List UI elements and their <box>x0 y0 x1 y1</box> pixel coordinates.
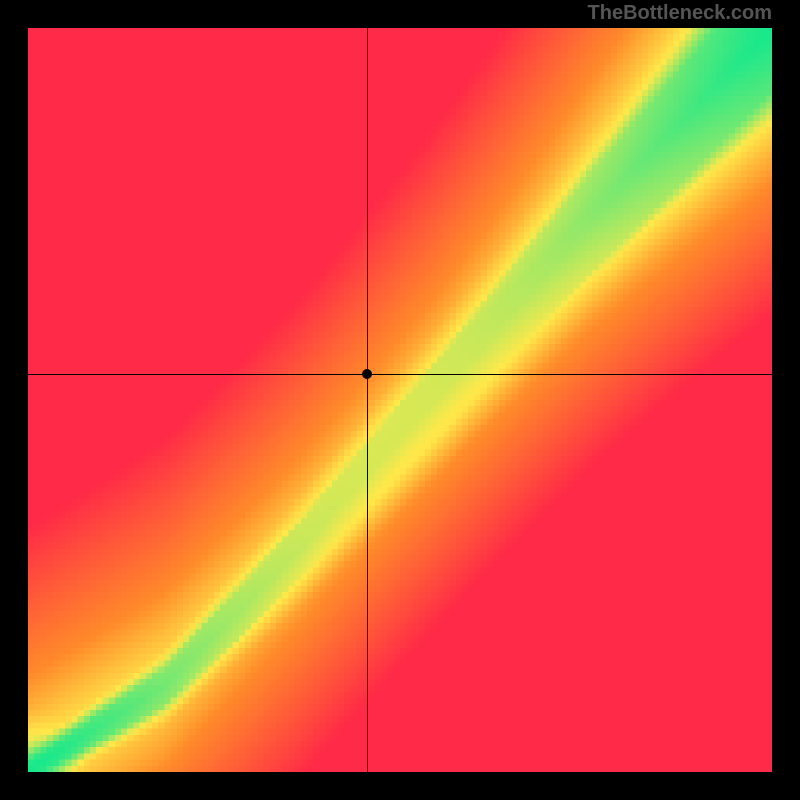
heatmap-canvas <box>28 28 772 772</box>
crosshair-vertical <box>367 28 368 772</box>
watermark-text: TheBottleneck.com <box>588 2 772 25</box>
chart-container: TheBottleneck.com <box>0 0 800 800</box>
plot-area <box>28 28 772 772</box>
crosshair-horizontal <box>28 374 772 375</box>
crosshair-marker <box>362 369 372 379</box>
